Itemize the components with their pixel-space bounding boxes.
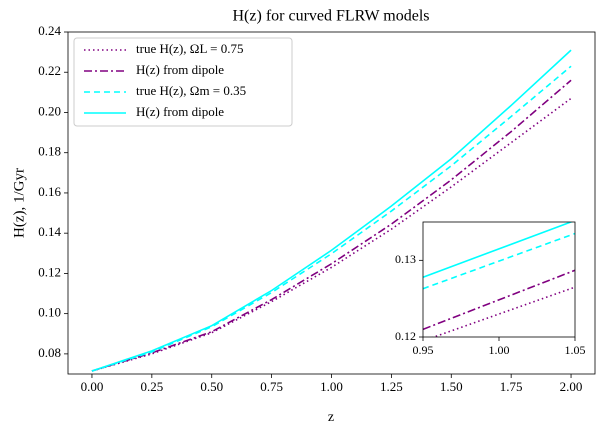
y-tick-label: 0.20 xyxy=(38,103,61,118)
line-series xyxy=(423,269,575,331)
legend-label: true H(z), Ωm = 0.35 xyxy=(136,83,246,98)
line-series xyxy=(91,65,572,372)
legend-label: H(z) from dipole xyxy=(136,62,224,77)
y-axis-label: H(z), 1/Gyr xyxy=(11,168,27,238)
y-tick-label: 0.12 xyxy=(395,329,416,343)
x-tick-label: 0.75 xyxy=(260,379,283,394)
y-tick-label: 0.13 xyxy=(395,252,416,266)
y-tick-label: 0.24 xyxy=(38,23,61,38)
x-tick-label: 1.00 xyxy=(489,343,510,357)
x-tick-label: 1.05 xyxy=(565,343,586,357)
x-tick-label: 1.50 xyxy=(440,379,463,394)
x-tick-label: 1.00 xyxy=(320,379,343,394)
x-tick-label: 1.25 xyxy=(380,379,403,394)
axes-frame xyxy=(422,221,576,338)
x-tick-label: 0.50 xyxy=(200,379,223,394)
axes-frame xyxy=(67,31,596,375)
line-series xyxy=(91,79,572,372)
legend-box xyxy=(73,37,293,127)
x-tick-label: 1.75 xyxy=(500,379,523,394)
x-tick-label: 0.00 xyxy=(81,379,104,394)
y-tick-label: 0.22 xyxy=(38,63,61,78)
y-tick-label: 0.18 xyxy=(38,144,61,159)
y-tick-label: 0.12 xyxy=(38,264,61,279)
line-series xyxy=(91,49,572,372)
legend-label: H(z) from dipole xyxy=(136,104,224,119)
y-tick-label: 0.16 xyxy=(38,184,61,199)
chart-title: H(z) for curved FLRW models xyxy=(233,8,430,25)
line-series xyxy=(91,97,572,372)
x-tick-label: 0.95 xyxy=(413,343,434,357)
y-tick-label: 0.14 xyxy=(38,224,61,239)
legend-label: true H(z), ΩL = 0.75 xyxy=(136,41,243,56)
line-series xyxy=(423,222,574,278)
x-tick-label: 0.25 xyxy=(140,379,163,394)
line-series xyxy=(423,232,575,290)
x-tick-label: 2.00 xyxy=(560,379,583,394)
series-group xyxy=(91,49,572,372)
x-axis-label: z xyxy=(328,410,334,425)
series-group xyxy=(423,222,575,337)
y-tick-label: 0.10 xyxy=(38,305,61,320)
y-tick-label: 0.08 xyxy=(38,345,61,360)
plot-area xyxy=(423,222,575,337)
